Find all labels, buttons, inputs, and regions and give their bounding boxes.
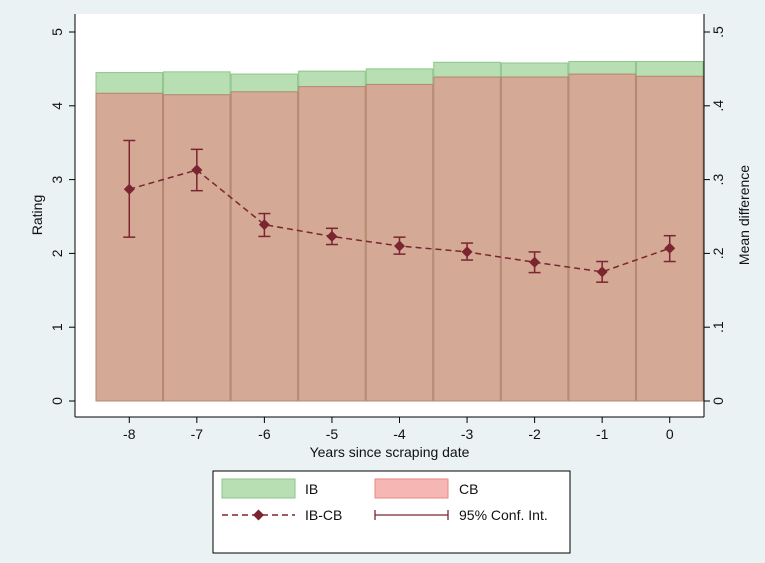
legend-swatch-ib bbox=[221, 478, 296, 499]
bar-cb bbox=[500, 76, 569, 402]
ibcb-point bbox=[664, 242, 676, 254]
x-tick-label: -6 bbox=[258, 426, 271, 442]
legend-marker-ibcb bbox=[253, 509, 264, 521]
x-tick-label: -4 bbox=[393, 426, 406, 442]
ibcb-point bbox=[258, 219, 270, 231]
y2-tick-label: .1 bbox=[710, 321, 726, 333]
ibcb-point bbox=[191, 164, 203, 176]
x-tick-label: -5 bbox=[326, 426, 339, 442]
y-tick-label: 4 bbox=[49, 102, 65, 110]
legend-label-ibcb: IB-CB bbox=[305, 507, 342, 523]
bar-cb bbox=[568, 73, 636, 402]
x-axis-title: Years since scraping date bbox=[310, 444, 470, 460]
y-axis-title: Rating bbox=[29, 195, 45, 235]
x-tick-label: -3 bbox=[461, 426, 474, 442]
ibcb-point bbox=[326, 230, 338, 242]
ibcb-point bbox=[394, 240, 405, 252]
x-tick-label: -7 bbox=[191, 426, 204, 442]
y2-tick-label: .4 bbox=[710, 100, 726, 112]
y2-tick-label: .5 bbox=[710, 26, 726, 38]
y2-tick-label: .3 bbox=[710, 174, 726, 186]
ibcb-point bbox=[123, 183, 135, 195]
bar-cb bbox=[433, 76, 501, 402]
legend-swatch-cb bbox=[374, 478, 449, 499]
y-tick-label: 3 bbox=[49, 175, 65, 183]
y-tick-label: 0 bbox=[49, 397, 65, 405]
legend-ci-symbol bbox=[374, 510, 449, 520]
ibcb-point bbox=[529, 256, 541, 268]
y2-axis-title: Mean difference bbox=[736, 165, 752, 265]
y-tick-label: 1 bbox=[49, 323, 65, 331]
ibcb-point bbox=[596, 266, 608, 278]
x-tick-label: -8 bbox=[123, 426, 136, 442]
legend-label-ib: IB bbox=[305, 481, 318, 497]
x-tick-label: -2 bbox=[528, 426, 541, 442]
legend-label-ci: 95% Conf. Int. bbox=[459, 507, 548, 523]
bar-cb bbox=[95, 92, 164, 402]
ibcb-point bbox=[461, 246, 473, 258]
bar-cb bbox=[230, 91, 299, 402]
bar-cb bbox=[163, 94, 231, 402]
y2-tick-label: .2 bbox=[710, 247, 726, 259]
y-tick-label: 5 bbox=[49, 28, 65, 36]
y2-tick-label: 0 bbox=[710, 397, 726, 405]
legend-label-cb: CB bbox=[459, 481, 478, 497]
x-tick-label: -1 bbox=[596, 426, 609, 442]
y-tick-label: 2 bbox=[49, 249, 65, 257]
x-tick-label: 0 bbox=[666, 426, 674, 442]
